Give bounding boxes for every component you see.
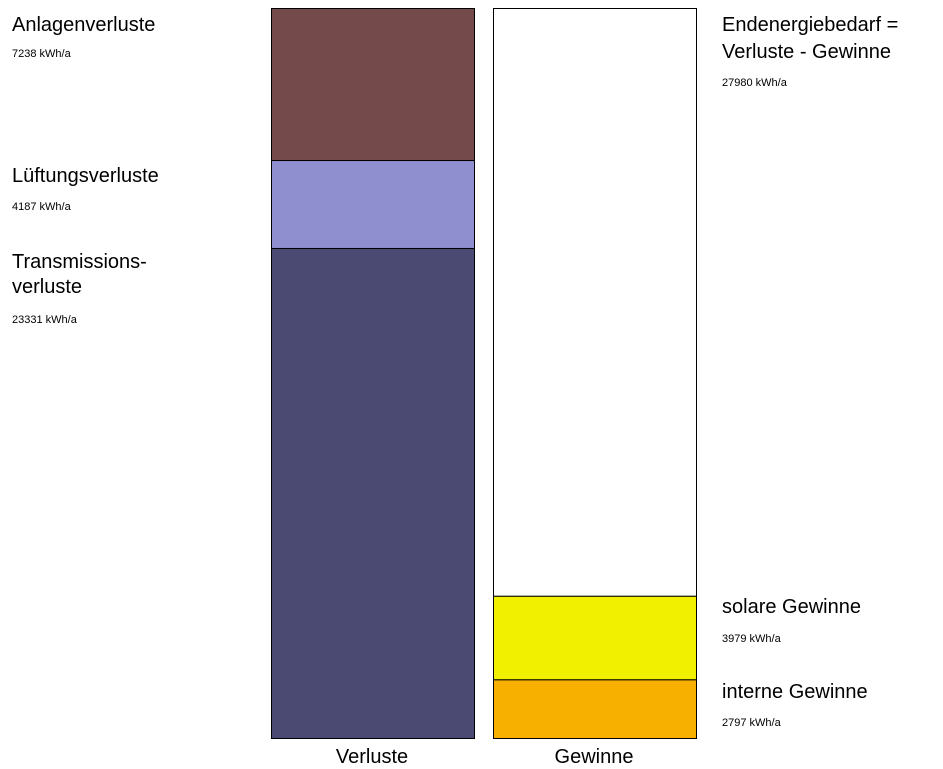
- label-interne-gewinne: interne Gewinne: [722, 681, 868, 703]
- bar-segment-1: [271, 160, 475, 249]
- axis-label-verluste: Verluste: [336, 746, 408, 768]
- bar-segment-0: [271, 247, 475, 739]
- label-solare-gewinne: solare Gewinne: [722, 596, 861, 618]
- label-endenergiebedarf-line1: Endenergiebedarf =: [722, 14, 898, 36]
- value-solare-gewinne: 3979 kWh/a: [722, 633, 782, 645]
- label-transmissionsverluste-line2: verluste: [12, 276, 82, 298]
- value-anlagenverluste: 7238 kWh/a: [12, 48, 72, 60]
- value-endenergiebedarf: 27980 kWh/a: [722, 77, 788, 89]
- value-transmissionsverluste: 23331 kWh/a: [12, 314, 78, 326]
- label-anlagenverluste: Anlagenverluste: [12, 14, 155, 36]
- bar-segment-3: [493, 679, 697, 739]
- bar-segment-5: [493, 8, 697, 597]
- bar-segment-2: [271, 8, 475, 162]
- value-interne-gewinne: 2797 kWh/a: [722, 717, 782, 729]
- axis-label-gewinne: Gewinne: [555, 746, 634, 768]
- label-lueftungsverluste: Lüftungsverluste: [12, 165, 159, 187]
- value-lueftungsverluste: 4187 kWh/a: [12, 201, 72, 213]
- bar-segment-4: [493, 595, 697, 681]
- bars-layer: [271, 8, 697, 739]
- label-endenergiebedarf-line2: Verluste - Gewinne: [722, 41, 891, 63]
- label-transmissionsverluste-line1: Transmissions-: [12, 251, 147, 273]
